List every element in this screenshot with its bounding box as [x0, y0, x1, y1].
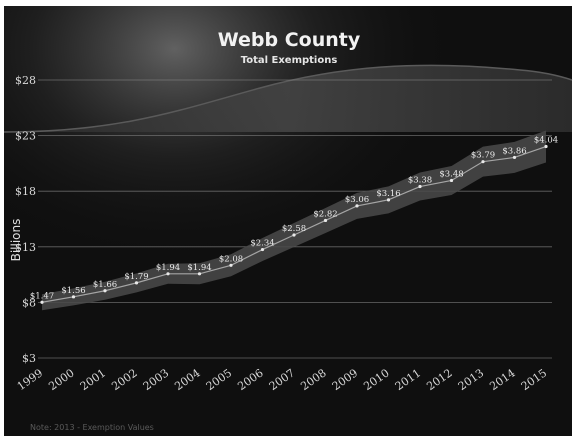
chart-subtitle: Total Exemptions — [241, 55, 338, 66]
data-label: $4.04 — [534, 136, 558, 146]
data-point — [71, 295, 76, 299]
y-tick-label: $3 — [22, 352, 36, 365]
y-tick-label: $23 — [15, 130, 36, 143]
data-point — [292, 233, 296, 237]
data-label: $2.08 — [219, 254, 243, 264]
y-tick-label: $8 — [22, 296, 36, 309]
gridlines — [38, 79, 552, 359]
data-label: $1.47 — [30, 291, 54, 301]
data-point — [134, 281, 139, 285]
data-point — [355, 204, 359, 208]
data-point — [449, 178, 454, 183]
data-labels: $1.47 $1.56 $1.66 $1.79 $1.94 $1.94 $2.08 $2.34… — [30, 136, 558, 302]
y-tick-label: $18 — [15, 185, 36, 198]
series-band — [42, 130, 546, 311]
data-point — [544, 144, 548, 149]
data-label: $3.16 — [376, 189, 400, 199]
data-label: $1.56 — [61, 286, 85, 296]
data-label: $1.94 — [156, 263, 180, 273]
data-label: $2.82 — [313, 209, 337, 219]
data-point — [229, 263, 233, 267]
data-label: $3.79 — [471, 151, 495, 161]
data-label: $3.38 — [408, 176, 432, 186]
data-label: $2.58 — [282, 224, 306, 234]
data-point — [323, 218, 328, 223]
data-point — [197, 272, 202, 276]
data-point — [260, 247, 265, 252]
area-band — [42, 130, 546, 311]
decorative-swoosh — [4, 65, 572, 132]
data-label: $3.86 — [502, 146, 526, 156]
y-tick-label: $28 — [15, 74, 36, 87]
data-label: $3.06 — [345, 195, 369, 205]
data-label: $1.79 — [124, 272, 148, 282]
series-line — [40, 144, 548, 304]
data-label: $1.66 — [93, 280, 117, 290]
data-point — [481, 160, 485, 164]
data-point — [103, 289, 107, 293]
data-label: $2.34 — [250, 239, 274, 249]
data-label: $1.94 — [187, 263, 211, 273]
y-axis-title: Billions — [9, 219, 23, 262]
y-axis-ticks: $3 $8 $13 $18 $23 $28 — [15, 74, 36, 365]
footer-note: Note: 2013 - Exemption Values — [30, 423, 154, 432]
chart-title: Webb County — [218, 29, 361, 51]
data-point — [386, 198, 391, 202]
data-point — [40, 300, 44, 304]
data-label: $3.48 — [439, 169, 463, 179]
data-point — [512, 155, 517, 160]
decorative-swoosh-edge — [3, 64, 573, 133]
data-point — [166, 272, 170, 276]
y-tick-label: $13 — [15, 241, 36, 254]
data-point — [418, 184, 422, 189]
